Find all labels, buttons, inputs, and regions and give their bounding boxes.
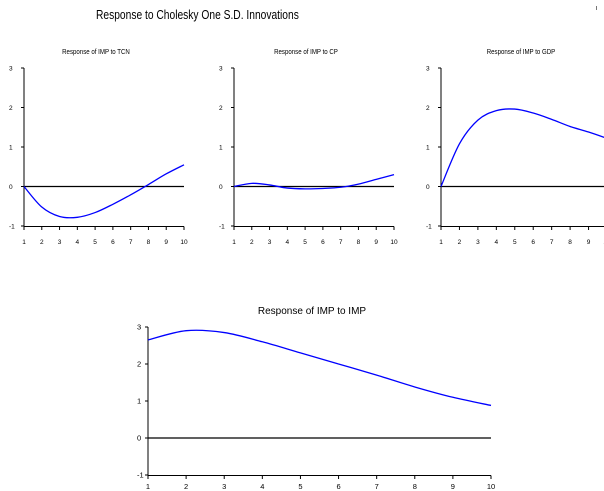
chart-title: Response of IMP to GDP xyxy=(487,49,556,57)
y-tick-label: 0 xyxy=(9,184,13,191)
x-tick-label: 1 xyxy=(232,239,236,246)
x-tick-label: 8 xyxy=(568,239,572,246)
y-tick-label: 0 xyxy=(426,184,430,191)
x-tick-label: 4 xyxy=(286,239,290,246)
y-tick-label: 0 xyxy=(137,434,141,443)
x-tick-label: 6 xyxy=(321,239,325,246)
y-tick-label: 3 xyxy=(137,323,141,332)
x-tick-label: 7 xyxy=(339,239,343,246)
y-tick-label: 1 xyxy=(219,144,223,151)
x-tick-label: 1 xyxy=(146,482,150,491)
x-tick-label: 7 xyxy=(550,239,554,246)
y-tick-label: 1 xyxy=(426,144,430,151)
x-tick-label: 3 xyxy=(222,482,226,491)
x-tick-label: 3 xyxy=(268,239,272,246)
x-tick-label: 7 xyxy=(129,239,133,246)
y-tick-label: 2 xyxy=(426,105,430,112)
response-line xyxy=(23,164,185,219)
chart-imp-to-tcn: Response of IMP to TCN -1 0 1 2 3 1 2 3 4 5 6 7 8 9 10 xyxy=(9,49,188,246)
y-tick-label: -1 xyxy=(9,223,15,230)
x-tick-label: 2 xyxy=(184,482,188,491)
y-tick-label: 1 xyxy=(9,144,13,151)
y-tick-label: 2 xyxy=(137,360,141,369)
x-tick-label: 6 xyxy=(531,239,535,246)
y-tick-label: 3 xyxy=(426,65,430,72)
response-line xyxy=(147,329,492,407)
x-tick-label: 1 xyxy=(22,239,26,246)
x-tick-label: 5 xyxy=(93,239,97,246)
x-tick-label: 4 xyxy=(495,239,499,246)
x-tick-label: 10 xyxy=(180,239,188,246)
chart-imp-to-cp: Response of IMP to CP -1 0 1 2 3 1 2 3 4 5 6 7 8 9 10 xyxy=(219,49,398,246)
x-tick-label: 9 xyxy=(451,482,455,491)
x-tick-label: 7 xyxy=(375,482,379,491)
x-tick-label: 8 xyxy=(413,482,417,491)
x-tick-label: 2 xyxy=(458,239,462,246)
x-tick-label: 6 xyxy=(336,482,340,491)
x-tick-label: 10 xyxy=(390,239,398,246)
x-tick-label: 9 xyxy=(587,239,591,246)
chart-title: Response of IMP to IMP xyxy=(258,306,367,317)
chart-imp-to-imp: Response of IMP to IMP -1 0 1 2 3 1 2 3 4 5 6 7 8 9 10 xyxy=(137,306,495,491)
x-tick-label: 8 xyxy=(357,239,361,246)
response-line xyxy=(440,108,604,187)
y-tick-label: 0 xyxy=(219,184,223,191)
chart-title: Response of IMP to TCN xyxy=(62,49,130,57)
x-tick-label: 10 xyxy=(487,482,495,491)
x-tick-label: 3 xyxy=(476,239,480,246)
x-tick-label: 8 xyxy=(147,239,151,246)
x-tick-label: 5 xyxy=(513,239,517,246)
x-tick-label: 1 xyxy=(439,239,443,246)
x-tick-label: 4 xyxy=(260,482,264,491)
y-tick-label: -1 xyxy=(426,223,432,230)
corner-mark xyxy=(596,6,597,10)
y-tick-label: -1 xyxy=(137,471,144,480)
page-title: Response to Cholesky One S.D. Innovation… xyxy=(96,8,299,22)
x-tick-label: 3 xyxy=(58,239,62,246)
x-tick-label: 4 xyxy=(76,239,80,246)
x-tick-label: 6 xyxy=(111,239,115,246)
y-tick-label: 1 xyxy=(137,397,141,406)
y-tick-label: -1 xyxy=(219,223,225,230)
y-tick-label: 3 xyxy=(9,65,13,72)
y-tick-label: 2 xyxy=(9,105,13,112)
chart-title: Response of IMP to CP xyxy=(274,49,338,57)
x-tick-label: 5 xyxy=(303,239,307,246)
x-tick-label: 5 xyxy=(298,482,302,491)
x-tick-label: 9 xyxy=(164,239,168,246)
x-tick-label: 2 xyxy=(40,239,44,246)
x-tick-label: 2 xyxy=(250,239,254,246)
y-tick-label: 2 xyxy=(219,105,223,112)
response-line xyxy=(233,174,395,190)
y-tick-label: 3 xyxy=(219,65,223,72)
x-tick-label: 9 xyxy=(374,239,378,246)
